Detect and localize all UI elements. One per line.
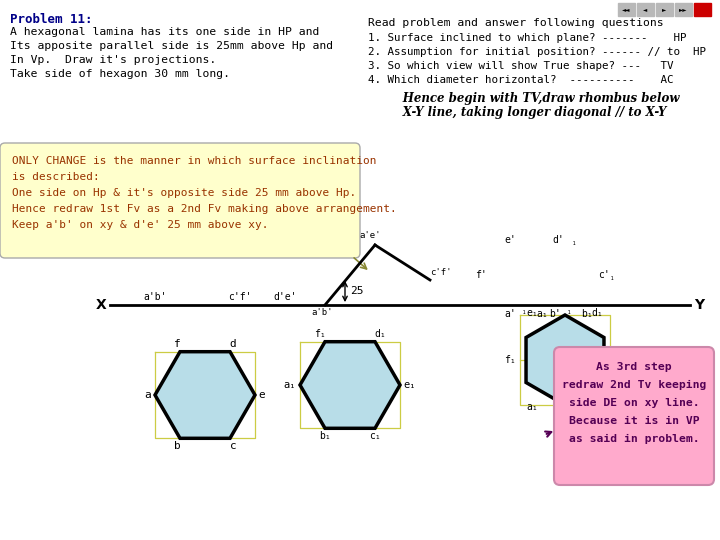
FancyBboxPatch shape <box>0 143 360 258</box>
Text: b₁: b₁ <box>590 402 602 412</box>
Text: d₁: d₁ <box>374 329 386 339</box>
Text: Because it is in VP: Because it is in VP <box>569 416 699 426</box>
Text: ◄◄: ◄◄ <box>622 7 631 12</box>
Text: 4. Which diameter horizontal?  ----------    AC: 4. Which diameter horizontal? ----------… <box>368 75 673 85</box>
Text: f₁: f₁ <box>504 355 516 365</box>
Text: is described:: is described: <box>12 172 100 182</box>
FancyBboxPatch shape <box>554 347 714 485</box>
Text: c₁: c₁ <box>613 355 625 365</box>
Text: a₁: a₁ <box>536 309 549 319</box>
Text: b₁: b₁ <box>582 309 593 319</box>
Bar <box>675 3 692 16</box>
Text: a'b': a'b' <box>311 308 333 317</box>
Text: d': d' <box>552 235 564 245</box>
Text: Hence redraw 1st Fv as a 2nd Fv making above arrangement.: Hence redraw 1st Fv as a 2nd Fv making a… <box>12 204 397 214</box>
Text: c'f': c'f' <box>430 268 451 277</box>
Text: X-Y line, taking longer diagonal // to X-Y: X-Y line, taking longer diagonal // to X… <box>378 106 667 119</box>
Text: c'f': c'f' <box>228 292 252 302</box>
Text: f': f' <box>475 270 487 280</box>
Text: e: e <box>258 390 265 400</box>
Polygon shape <box>300 342 400 428</box>
Text: a: a <box>144 390 151 400</box>
Text: side DE on xy line.: side DE on xy line. <box>569 398 699 408</box>
Text: Read problem and answer following questions: Read problem and answer following questi… <box>368 18 664 28</box>
Text: Y: Y <box>694 298 704 312</box>
Text: Problem 11:: Problem 11: <box>10 13 92 26</box>
Text: ₁: ₁ <box>572 238 577 247</box>
Text: 25: 25 <box>350 286 364 296</box>
Text: ◄: ◄ <box>644 7 647 12</box>
Text: ONLY CHANGE is the manner in which surface inclination: ONLY CHANGE is the manner in which surfa… <box>12 156 377 166</box>
Text: a₁: a₁ <box>284 380 296 390</box>
Text: Hence begin with TV,draw rhombus below: Hence begin with TV,draw rhombus below <box>378 92 680 105</box>
Text: redraw 2nd Tv keeping: redraw 2nd Tv keeping <box>562 380 706 390</box>
Text: One side on Hp & it's opposite side 25 mm above Hp.: One side on Hp & it's opposite side 25 m… <box>12 188 356 198</box>
Text: c: c <box>230 441 236 451</box>
Text: ₁: ₁ <box>522 307 526 316</box>
Text: 1. Surface inclined to which plane? -------    HP: 1. Surface inclined to which plane? ----… <box>368 33 686 43</box>
Text: d: d <box>230 339 236 349</box>
Text: as said in problem.: as said in problem. <box>569 434 699 444</box>
Text: e₁: e₁ <box>527 308 539 318</box>
Text: X: X <box>95 298 106 312</box>
Polygon shape <box>526 315 604 405</box>
Text: b₁: b₁ <box>319 431 331 441</box>
Text: f₁: f₁ <box>314 329 326 339</box>
Text: a'e': a'e' <box>359 231 381 240</box>
Bar <box>694 3 711 16</box>
Bar <box>656 3 673 16</box>
Text: 3. So which view will show True shape? ---   TV: 3. So which view will show True shape? -… <box>368 61 673 71</box>
Text: A hexagonal lamina has its one side in HP and
Its apposite parallel side is 25mm: A hexagonal lamina has its one side in H… <box>10 27 333 79</box>
Text: ₁: ₁ <box>567 307 572 316</box>
Text: e₁: e₁ <box>403 380 415 390</box>
Text: As 3rd step: As 3rd step <box>596 362 672 372</box>
Text: f: f <box>174 339 181 349</box>
Text: d'e': d'e' <box>274 292 297 302</box>
Text: a₁: a₁ <box>527 402 539 412</box>
Text: c': c' <box>598 270 610 280</box>
Text: Keep a'b' on xy & d'e' 25 mm above xy.: Keep a'b' on xy & d'e' 25 mm above xy. <box>12 220 269 230</box>
Text: b: b <box>174 441 181 451</box>
Text: 2. Assumption for initial position? ------ // to  HP: 2. Assumption for initial position? ----… <box>368 47 706 57</box>
Text: d₁: d₁ <box>592 308 603 318</box>
Polygon shape <box>155 352 255 438</box>
Text: ►►: ►► <box>679 7 688 12</box>
Text: e': e' <box>504 235 516 245</box>
Text: a': a' <box>504 309 516 319</box>
Text: c₁: c₁ <box>369 431 381 441</box>
Text: b': b' <box>549 309 561 319</box>
Text: ►: ► <box>662 7 667 12</box>
Bar <box>618 3 635 16</box>
Text: a'b': a'b' <box>143 292 167 302</box>
Text: ₁: ₁ <box>610 273 615 281</box>
Bar <box>637 3 654 16</box>
